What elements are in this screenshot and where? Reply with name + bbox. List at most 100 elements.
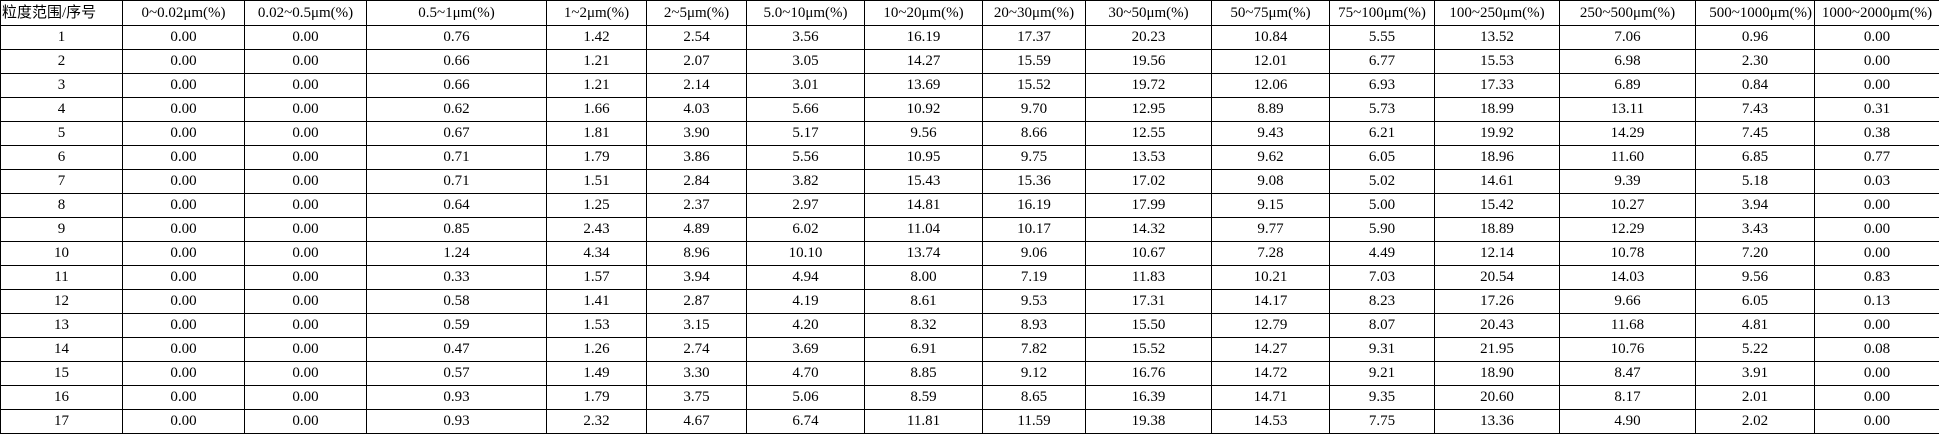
data-cell[interactable]: 0.84 <box>1695 73 1815 98</box>
data-cell[interactable]: 20.23 <box>1085 25 1212 50</box>
data-cell[interactable]: 13.36 <box>1434 409 1560 434</box>
data-cell[interactable]: 0.00 <box>122 217 245 242</box>
data-cell[interactable]: 17.99 <box>1085 193 1212 218</box>
data-cell[interactable]: 0.59 <box>366 313 547 338</box>
data-cell[interactable]: 15.50 <box>1085 313 1212 338</box>
data-cell[interactable]: 0.00 <box>244 217 367 242</box>
data-cell[interactable]: 4.70 <box>746 361 865 386</box>
column-header-cell[interactable]: 500~1000μm(%) <box>1695 0 1815 26</box>
data-cell[interactable]: 16.39 <box>1085 385 1212 410</box>
data-cell[interactable]: 0.00 <box>244 265 367 290</box>
data-cell[interactable]: 5.73 <box>1329 97 1435 122</box>
data-cell[interactable]: 8.00 <box>864 265 983 290</box>
data-cell[interactable]: 20.54 <box>1434 265 1560 290</box>
data-cell[interactable]: 7.20 <box>1695 241 1815 266</box>
data-cell[interactable]: 0.67 <box>366 121 547 146</box>
data-cell[interactable]: 13.52 <box>1434 25 1560 50</box>
data-cell[interactable]: 0.83 <box>1814 265 1939 290</box>
data-cell[interactable]: 11.81 <box>864 409 983 434</box>
data-cell[interactable]: 10.10 <box>746 241 865 266</box>
data-cell[interactable]: 11.83 <box>1085 265 1212 290</box>
data-cell[interactable]: 0.00 <box>1814 385 1939 410</box>
data-cell[interactable]: 8.61 <box>864 289 983 314</box>
data-cell[interactable]: 0.66 <box>366 49 547 74</box>
data-cell[interactable]: 1.49 <box>546 361 647 386</box>
data-cell[interactable]: 5.06 <box>746 385 865 410</box>
data-cell[interactable]: 2.43 <box>546 217 647 242</box>
data-cell[interactable]: 0.00 <box>1814 193 1939 218</box>
data-cell[interactable]: 6.93 <box>1329 73 1435 98</box>
data-cell[interactable]: 3.82 <box>746 169 865 194</box>
data-cell[interactable]: 8.65 <box>982 385 1086 410</box>
data-cell[interactable]: 8.85 <box>864 361 983 386</box>
data-cell[interactable]: 3.01 <box>746 73 865 98</box>
data-cell[interactable]: 8.17 <box>1559 385 1696 410</box>
data-cell[interactable]: 8.93 <box>982 313 1086 338</box>
data-cell[interactable]: 0.00 <box>244 337 367 362</box>
data-cell[interactable]: 1.79 <box>546 385 647 410</box>
data-cell[interactable]: 5.18 <box>1695 169 1815 194</box>
data-cell[interactable]: 7.28 <box>1211 241 1330 266</box>
data-cell[interactable]: 0.00 <box>1814 25 1939 50</box>
data-cell[interactable]: 12.29 <box>1559 217 1696 242</box>
data-cell[interactable]: 5.56 <box>746 145 865 170</box>
data-cell[interactable]: 0.13 <box>1814 289 1939 314</box>
data-cell[interactable]: 21.95 <box>1434 337 1560 362</box>
data-cell[interactable]: 0.00 <box>244 145 367 170</box>
data-cell[interactable]: 0.58 <box>366 289 547 314</box>
data-cell[interactable]: 15.42 <box>1434 193 1560 218</box>
data-cell[interactable]: 0.00 <box>244 73 367 98</box>
data-cell[interactable]: 7.06 <box>1559 25 1696 50</box>
data-cell[interactable]: 10.27 <box>1559 193 1696 218</box>
data-cell[interactable]: 0.00 <box>1814 361 1939 386</box>
data-cell[interactable]: 14.71 <box>1211 385 1330 410</box>
data-cell[interactable]: 15.53 <box>1434 49 1560 74</box>
data-cell[interactable]: 19.92 <box>1434 121 1560 146</box>
data-cell[interactable]: 4.20 <box>746 313 865 338</box>
data-cell[interactable]: 7.43 <box>1695 97 1815 122</box>
data-cell[interactable]: 9.39 <box>1559 169 1696 194</box>
row-index-cell[interactable]: 14 <box>0 337 123 362</box>
row-index-cell[interactable]: 6 <box>0 145 123 170</box>
data-cell[interactable]: 6.98 <box>1559 49 1696 74</box>
data-cell[interactable]: 6.91 <box>864 337 983 362</box>
data-cell[interactable]: 0.00 <box>244 409 367 434</box>
data-cell[interactable]: 3.90 <box>646 121 747 146</box>
data-cell[interactable]: 14.81 <box>864 193 983 218</box>
data-cell[interactable]: 14.29 <box>1559 121 1696 146</box>
data-cell[interactable]: 14.32 <box>1085 217 1212 242</box>
data-cell[interactable]: 9.66 <box>1559 289 1696 314</box>
data-cell[interactable]: 16.76 <box>1085 361 1212 386</box>
data-cell[interactable]: 10.95 <box>864 145 983 170</box>
data-cell[interactable]: 5.90 <box>1329 217 1435 242</box>
data-cell[interactable]: 5.66 <box>746 97 865 122</box>
data-cell[interactable]: 2.07 <box>646 49 747 74</box>
data-cell[interactable]: 18.99 <box>1434 97 1560 122</box>
data-cell[interactable]: 16.19 <box>864 25 983 50</box>
row-index-cell[interactable]: 17 <box>0 409 123 434</box>
data-cell[interactable]: 9.62 <box>1211 145 1330 170</box>
data-cell[interactable]: 8.89 <box>1211 97 1330 122</box>
data-cell[interactable]: 18.96 <box>1434 145 1560 170</box>
row-index-cell[interactable]: 3 <box>0 73 123 98</box>
data-cell[interactable]: 0.00 <box>122 97 245 122</box>
data-cell[interactable]: 3.75 <box>646 385 747 410</box>
data-cell[interactable]: 0.33 <box>366 265 547 290</box>
row-index-cell[interactable]: 11 <box>0 265 123 290</box>
data-cell[interactable]: 9.56 <box>1695 265 1815 290</box>
data-cell[interactable]: 1.21 <box>546 73 647 98</box>
data-cell[interactable]: 1.57 <box>546 265 647 290</box>
data-cell[interactable]: 2.87 <box>646 289 747 314</box>
data-cell[interactable]: 0.00 <box>244 49 367 74</box>
data-cell[interactable]: 3.94 <box>646 265 747 290</box>
data-cell[interactable]: 0.57 <box>366 361 547 386</box>
column-header-cell[interactable]: 20~30μm(%) <box>982 0 1086 26</box>
data-cell[interactable]: 1.26 <box>546 337 647 362</box>
column-header-cell[interactable]: 100~250μm(%) <box>1434 0 1560 26</box>
data-cell[interactable]: 0.00 <box>244 361 367 386</box>
data-cell[interactable]: 10.67 <box>1085 241 1212 266</box>
data-cell[interactable]: 13.53 <box>1085 145 1212 170</box>
data-cell[interactable]: 9.75 <box>982 145 1086 170</box>
data-cell[interactable]: 14.61 <box>1434 169 1560 194</box>
data-cell[interactable]: 14.27 <box>1211 337 1330 362</box>
